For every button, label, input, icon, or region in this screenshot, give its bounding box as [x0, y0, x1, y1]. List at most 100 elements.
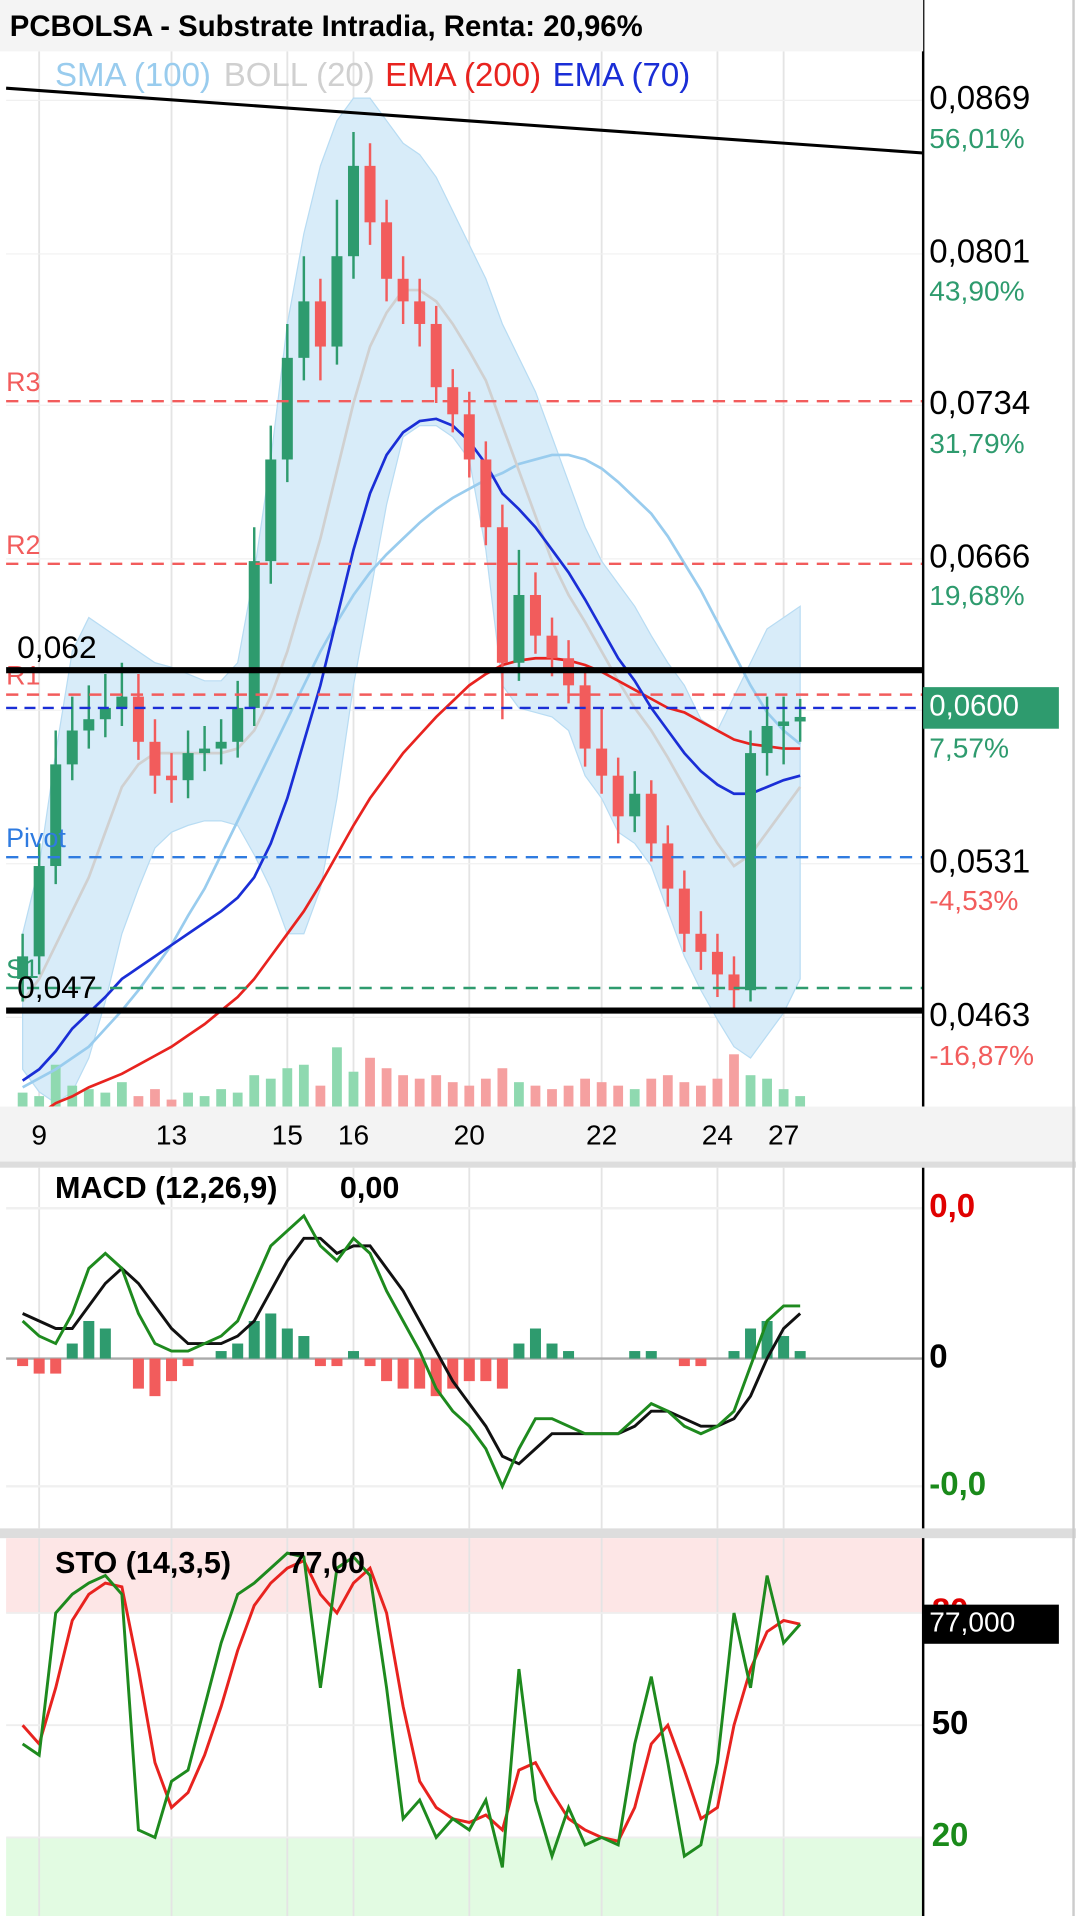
candle-body [794, 716, 806, 722]
volume-bar [34, 1096, 45, 1107]
histogram-bar [248, 1320, 260, 1359]
candle-body [645, 793, 657, 844]
d-line [21, 1558, 801, 1843]
panel-separator [0, 1528, 1076, 1539]
overbought-zone [6, 1538, 924, 1613]
histogram-bar [182, 1358, 194, 1367]
histogram-bar [66, 1343, 78, 1359]
candle-body [546, 635, 558, 659]
candle-body [745, 753, 757, 991]
y-tick-label: 0,0734 [929, 384, 1030, 421]
histogram-bar [496, 1358, 508, 1389]
candle-body [761, 725, 773, 754]
volume-bar [795, 1096, 806, 1107]
volume-bar [17, 1092, 28, 1107]
x-tick-label: 15 [272, 1120, 303, 1151]
level-label: R2 [6, 530, 40, 560]
candle-body [265, 459, 277, 562]
histogram-bar [314, 1358, 326, 1367]
volume-bar [133, 1096, 144, 1107]
volume-bar [662, 1075, 673, 1107]
histogram-bar [17, 1358, 29, 1367]
chart-title: PCBOLSA - Substrate Intradia, Renta: 20,… [10, 10, 643, 43]
histogram-bar [529, 1328, 541, 1359]
candle-body [711, 951, 723, 975]
histogram-bar [794, 1351, 806, 1359]
level-label: R1 [6, 661, 40, 691]
title-bar [0, 0, 924, 52]
legend-entry: EMA (200) [385, 56, 541, 93]
candle-body [678, 888, 690, 934]
candle-body [298, 301, 310, 358]
histogram-bar [678, 1358, 690, 1367]
histogram-bar [83, 1320, 95, 1359]
y-tick-label: 0,0531 [929, 842, 1030, 879]
volume-bar [547, 1089, 557, 1107]
volume-bar [447, 1082, 458, 1107]
candle-body [430, 323, 442, 388]
candle-body [281, 357, 293, 460]
volume-bar [431, 1075, 442, 1107]
y-tick-label: 0,0869 [929, 79, 1030, 116]
volume-bar [480, 1078, 491, 1107]
volume-bar [778, 1089, 789, 1107]
volume-bar [183, 1092, 193, 1107]
k-line [21, 1551, 802, 1868]
histogram-bar [430, 1358, 442, 1397]
indicator-line [21, 417, 801, 1082]
candle-body [166, 775, 178, 781]
volume-bar [282, 1068, 293, 1107]
x-tick-label: 24 [702, 1120, 733, 1151]
histogram-bar [166, 1358, 178, 1382]
candle-body [596, 748, 608, 776]
y-tick-label: 0,0801 [929, 233, 1030, 270]
plot-area [17, 1213, 806, 1490]
y2-tick-label: 19,68% [929, 580, 1024, 611]
candle-body [397, 278, 409, 302]
histogram-bar [265, 1313, 277, 1359]
y-tick-label: 0,0463 [929, 996, 1030, 1033]
candle-body [778, 721, 790, 726]
histogram-bar [149, 1358, 161, 1397]
candle-body [463, 414, 475, 460]
histogram-bar [563, 1351, 575, 1359]
volume-bar [580, 1078, 590, 1107]
indicator-line [21, 453, 802, 1089]
candle-body [347, 165, 359, 257]
y-tick-label: 20 [932, 1816, 969, 1853]
histogram-bar [132, 1358, 144, 1389]
oversold-zone [6, 1837, 924, 1916]
volume-bar [712, 1078, 723, 1107]
last-value-label: 77,000 [929, 1607, 1015, 1638]
volume-bar [249, 1075, 260, 1107]
candle-body [132, 696, 144, 742]
plot-area [21, 1551, 802, 1868]
x-tick-label: 9 [31, 1120, 47, 1151]
panel-value: 0,00 [340, 1171, 399, 1205]
level-label: Pivot [6, 823, 66, 853]
candle-body [182, 753, 194, 781]
volume-bar [729, 1054, 739, 1107]
y-tick-label: 0,0 [929, 1187, 975, 1224]
candle-body [199, 748, 211, 754]
candle-body [529, 594, 541, 636]
histogram-bar [513, 1343, 525, 1359]
y-tick-label: -0,0 [929, 1465, 986, 1502]
support-label: 0,062 [17, 629, 97, 665]
candle-body [480, 459, 492, 528]
volume-bar [150, 1089, 160, 1107]
volume-bar [414, 1078, 425, 1107]
volume-bar [629, 1089, 640, 1107]
histogram-bar [745, 1328, 757, 1359]
histogram-bar [463, 1358, 475, 1382]
y2-tick-label: -4,53% [929, 885, 1018, 916]
y-tick-label: 0 [929, 1337, 947, 1374]
volume-bar [348, 1071, 359, 1107]
volume-bar [514, 1082, 524, 1107]
histogram-bar [33, 1358, 45, 1374]
candle-body [579, 685, 591, 749]
histogram-bar [728, 1351, 740, 1359]
volume-bar [696, 1085, 706, 1107]
histogram-bar [761, 1320, 773, 1359]
